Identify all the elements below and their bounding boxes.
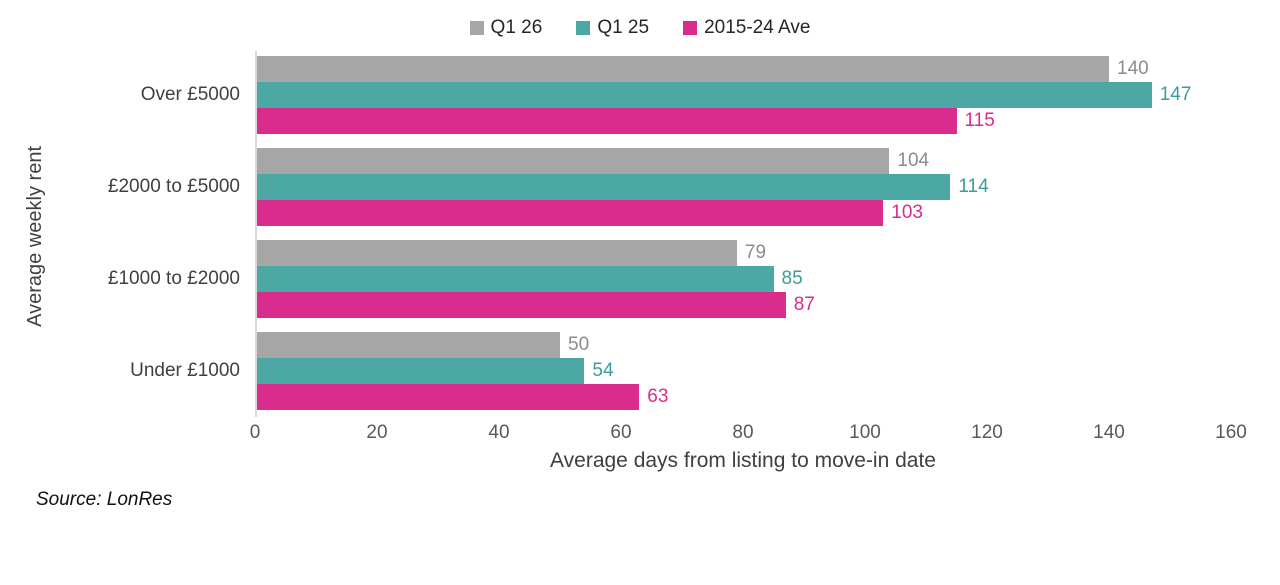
bar-set: 79 85 87 [255, 240, 1231, 318]
bar-row: 50 [255, 332, 1231, 358]
y-axis-title: Average weekly rent [23, 145, 46, 327]
bar-value-label: 115 [964, 110, 995, 131]
bar-group: £2000 to £5000 104 114 103 [70, 148, 1231, 226]
bar-row: 147 [255, 82, 1231, 108]
bar-value-label: 114 [958, 176, 989, 197]
x-axis-tick-label: 100 [849, 422, 881, 443]
bar-row: 115 [255, 108, 1231, 134]
legend-label: 2015-24 Ave [704, 17, 811, 38]
bar-value-label: 50 [568, 334, 590, 355]
chart-legend: Q1 26 Q1 25 2015-24 Ave [0, 14, 1280, 42]
bar-group: Over £5000 140 147 115 [70, 56, 1231, 134]
bar-value-label: 140 [1117, 58, 1149, 79]
y-axis-line [255, 51, 257, 417]
bar [255, 174, 951, 200]
bar-value-label: 147 [1159, 84, 1192, 105]
chart-body: Average weekly rent Over £5000 140 147 115 £… [0, 51, 1280, 473]
legend-item: Q1 26 [469, 17, 543, 39]
x-axis-tick-label: 80 [732, 422, 754, 443]
legend-swatch-icon [469, 21, 484, 35]
bar-groups: Over £5000 140 147 115 £2000 to £5000 104 114 1… [70, 56, 1231, 410]
bar-row: 140 [255, 56, 1231, 82]
bar-row: 63 [255, 384, 1231, 410]
category-label: £2000 to £5000 [107, 176, 240, 197]
bar-value-label: 85 [781, 268, 803, 289]
bar [255, 56, 1109, 82]
x-axis-tick-label: 20 [366, 422, 388, 443]
bar-value-label: 87 [793, 294, 815, 315]
bar-value-label: 79 [744, 242, 767, 263]
legend-label: Q1 26 [490, 17, 543, 38]
legend-swatch-icon [683, 21, 698, 35]
bar-value-label: 63 [647, 386, 669, 407]
bar [255, 292, 786, 318]
legend-item: 2015-24 Ave [683, 17, 810, 39]
bar [255, 266, 774, 292]
bar-chart: Q1 26 Q1 25 2015-24 Ave Average weekly ren… [0, 14, 1280, 585]
plot-area: Over £5000 140 147 115 £2000 to £5000 104 114 1… [70, 51, 1280, 473]
bar [255, 332, 560, 358]
bar-row: 114 [255, 174, 1231, 200]
legend-item: Q1 25 [576, 17, 649, 39]
x-axis-tick-label: 160 [1215, 422, 1247, 443]
x-axis-tick-label: 40 [488, 422, 510, 443]
legend-swatch-icon [576, 21, 591, 35]
bar-set: 140 147 115 [255, 56, 1231, 134]
category-label: Over £5000 [140, 84, 240, 105]
bar [255, 200, 884, 226]
x-axis-title: Average days from listing to move-in dat… [550, 449, 936, 472]
bar [255, 384, 640, 410]
bar-value-label: 104 [897, 150, 930, 171]
bar-value-label: 103 [891, 202, 923, 223]
bar-row: 103 [255, 200, 1231, 226]
x-axis-tick-label: 140 [1093, 422, 1125, 443]
bar-row: 104 [255, 148, 1231, 174]
category-label: £1000 to £2000 [107, 268, 240, 289]
bar-set: 50 54 63 [255, 332, 1231, 410]
bar-value-label: 54 [592, 360, 614, 381]
bar [255, 108, 957, 134]
category-label: Under £1000 [130, 360, 240, 381]
bar-group: £1000 to £2000 79 85 87 [70, 240, 1231, 318]
bar-group: Under £1000 50 54 63 [70, 332, 1231, 410]
bar-set: 104 114 103 [255, 148, 1231, 226]
source-note: Source: LonRes [36, 489, 173, 510]
bar-row: 79 [255, 240, 1231, 266]
x-axis-tick-label: 120 [971, 422, 1003, 443]
y-axis: Average weekly rent [0, 56, 70, 416]
legend-label: Q1 25 [597, 17, 650, 38]
bar [255, 358, 585, 384]
bar-row: 54 [255, 358, 1231, 384]
x-axis-ticks: 0 20 40 60 80 100 120 140 160 [250, 422, 1247, 448]
bar-row: 85 [255, 266, 1231, 292]
bar-row: 87 [255, 292, 1231, 318]
bar [255, 240, 737, 266]
bar [255, 82, 1152, 108]
x-axis-tick-label: 0 [249, 422, 261, 443]
bar [255, 148, 890, 174]
x-axis-tick-label: 60 [610, 422, 632, 443]
